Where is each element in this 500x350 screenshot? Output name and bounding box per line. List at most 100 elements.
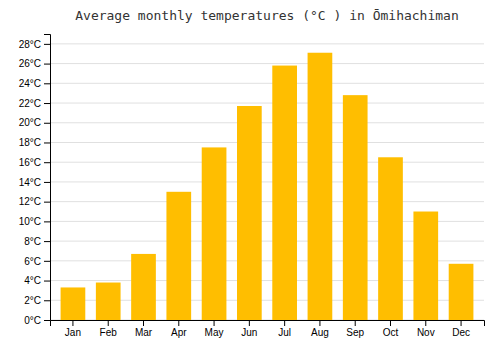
y-tick: 20°C (19, 117, 50, 128)
grid-line (50, 162, 484, 163)
x-tick-mark (72, 320, 73, 326)
chart: 0°C 2°C 4°C 6°C 8°C 10°C 12°C 14°C 16°C 18°C 20°C 2… (0, 0, 500, 350)
bar (166, 192, 191, 320)
bar (413, 212, 438, 320)
y-tick: 8°C (24, 236, 50, 247)
x-tick: Sep (346, 320, 364, 338)
y-axis: 0°C 2°C 4°C 6°C 8°C 10°C 12°C 14°C 16°C 18°C 20°C 2… (19, 35, 51, 326)
y-tick-label: 14°C (19, 177, 41, 188)
y-tick-label: 26°C (19, 58, 41, 69)
grid-line (50, 63, 484, 64)
y-tick: 22°C (19, 98, 50, 109)
x-tick-mark (284, 320, 285, 326)
y-tick: 0°C (24, 315, 50, 326)
y-tick-mark (44, 241, 50, 242)
y-tick-label: 8°C (24, 236, 41, 247)
bar (378, 157, 403, 320)
y-tick-label: 6°C (24, 256, 41, 267)
x-tick-mark (143, 320, 144, 326)
grid-line (50, 83, 484, 84)
x-axis: Jan Feb Mar Apr May Jun Jul Aug Sep Oct Nov Dec (51, 320, 485, 338)
x-tick: Oct (383, 320, 399, 338)
x-tick-mark (249, 320, 250, 326)
x-tick-label: Apr (171, 327, 187, 338)
x-tick-label: Jun (241, 327, 257, 338)
bar (343, 95, 368, 320)
x-tick: Jun (241, 320, 257, 338)
y-tick: 4°C (24, 275, 50, 286)
y-tick-mark (44, 64, 50, 65)
y-tick-label: 4°C (24, 275, 41, 286)
x-tick: Dec (452, 320, 470, 338)
x-tick-label: Sep (346, 327, 364, 338)
y-tick-label: 24°C (19, 78, 41, 89)
y-tick-mark (44, 142, 50, 143)
title: Average monthly temperatures (°C ) in Ōm… (75, 8, 459, 23)
x-tick-mark (319, 320, 320, 326)
y-tick: 2°C (24, 295, 50, 306)
x-tick-mark (461, 320, 462, 326)
y-tick-label: 18°C (19, 137, 41, 148)
y-tick-label: 12°C (19, 196, 41, 207)
y-tick-mark (44, 300, 50, 301)
y-tick-mark (44, 281, 50, 282)
x-tick-mark (214, 320, 215, 326)
y-tick-label: 2°C (24, 295, 41, 306)
y-tick-mark (44, 44, 50, 45)
y-tick-mark (44, 320, 50, 321)
x-tick-label: Aug (311, 327, 329, 338)
x-tick-mark (425, 320, 426, 326)
grid-line (50, 201, 484, 202)
x-tick-mark (108, 320, 109, 326)
grid (50, 44, 484, 320)
x-tick: Nov (417, 320, 435, 338)
x-tick-mark (390, 320, 391, 326)
bar (131, 254, 156, 320)
grid-line (50, 122, 484, 123)
x-tick: Jul (278, 320, 291, 338)
bars (61, 53, 474, 320)
x-tick-label: Jan (65, 327, 81, 338)
y-tick: 28°C (19, 39, 50, 50)
x-tick-mark (178, 320, 179, 326)
y-tick-mark (44, 202, 50, 203)
x-tick: Feb (100, 320, 118, 338)
bar (308, 53, 333, 320)
x-axis-line (51, 321, 485, 327)
y-tick: 6°C (24, 256, 50, 267)
y-tick-label: 10°C (19, 216, 41, 227)
y-tick-mark (44, 123, 50, 124)
x-tick-mark (355, 320, 356, 326)
y-tick-mark (44, 103, 50, 104)
y-tick: 16°C (19, 157, 50, 168)
x-tick: Mar (135, 320, 153, 338)
y-tick-label: 28°C (19, 39, 41, 50)
y-tick: 14°C (19, 177, 50, 188)
bar (272, 66, 297, 320)
x-tick-label: Jul (278, 327, 291, 338)
y-tick-label: 0°C (24, 315, 41, 326)
y-tick: 12°C (19, 196, 50, 207)
y-tick-label: 16°C (19, 157, 41, 168)
y-tick-label: 20°C (19, 117, 41, 128)
y-tick-mark (44, 261, 50, 262)
x-tick: Jan (65, 320, 81, 338)
bar (61, 287, 86, 320)
bar (96, 283, 121, 320)
x-tick: May (205, 320, 224, 338)
y-tick-label: 22°C (19, 98, 41, 109)
y-tick: 24°C (19, 78, 50, 89)
bar (449, 264, 474, 320)
x-tick: Apr (171, 320, 187, 338)
y-tick: 18°C (19, 137, 50, 148)
x-tick-label: Feb (100, 327, 118, 338)
grid-line (50, 43, 484, 44)
y-tick-mark (44, 83, 50, 84)
grid-line (50, 181, 484, 182)
bar (202, 147, 227, 320)
grid-line (50, 103, 484, 104)
x-tick-label: Dec (452, 327, 470, 338)
x-tick: Aug (311, 320, 329, 338)
y-tick: 26°C (19, 58, 50, 69)
x-tick-label: Nov (417, 327, 435, 338)
